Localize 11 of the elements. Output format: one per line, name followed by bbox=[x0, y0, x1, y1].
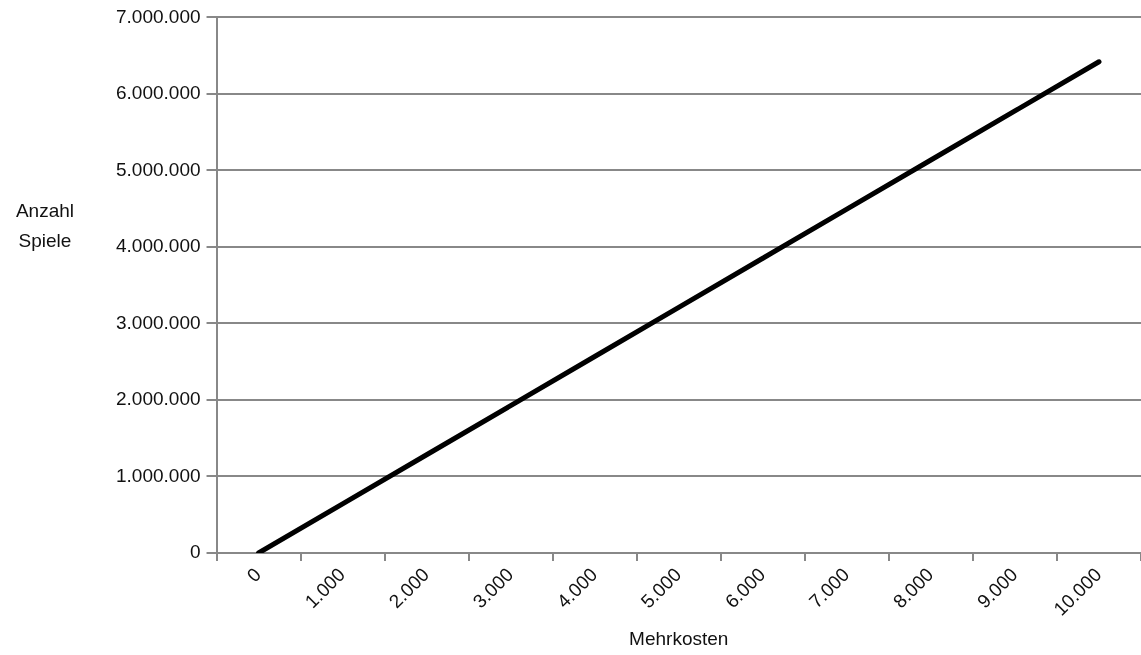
y-tick-label: 2.000.000 bbox=[115, 388, 201, 410]
x-axis-title: Mehrkosten bbox=[629, 627, 729, 649]
y-tick-label: 3.000.000 bbox=[115, 311, 201, 333]
y-tick-label: 1.000.000 bbox=[115, 464, 201, 486]
y-tick-label: 0 bbox=[189, 541, 201, 563]
y-tick-label: 4.000.000 bbox=[115, 235, 201, 257]
x-tick-label: 0 bbox=[242, 563, 266, 587]
y-axis-title: Anzahl Spiele bbox=[14, 199, 76, 253]
y-tick-label: 7.000.000 bbox=[115, 5, 201, 27]
y-tick-label: 5.000.000 bbox=[115, 158, 201, 180]
y-tick-label: 6.000.000 bbox=[115, 82, 201, 104]
